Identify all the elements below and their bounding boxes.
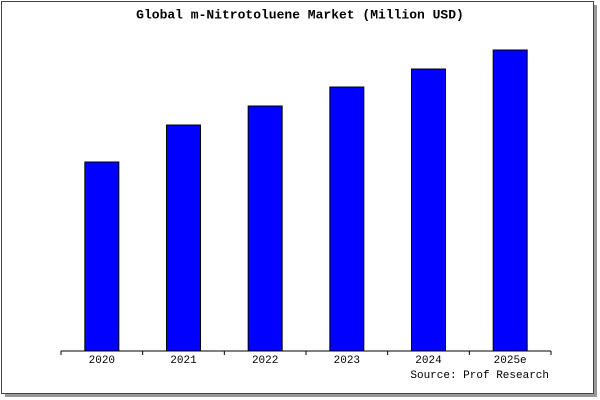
x-tick-label: 2021 [170, 355, 197, 367]
x-tick-label: 2025e [494, 355, 527, 367]
bar [84, 161, 120, 352]
x-tick-label: 2020 [89, 355, 115, 367]
x-tick-label: 2023 [334, 355, 360, 367]
chart-title: Global m-Nitrotoluene Market (Million US… [136, 7, 464, 22]
plot-area [61, 48, 551, 351]
bar [329, 86, 365, 352]
source: Source: Prof Research [410, 370, 549, 382]
x-tick-label: 2024 [415, 355, 442, 367]
x-tick-label: 2022 [252, 355, 278, 367]
bar [411, 68, 446, 352]
bar [247, 105, 283, 352]
bar [166, 124, 201, 352]
bar [492, 49, 528, 352]
